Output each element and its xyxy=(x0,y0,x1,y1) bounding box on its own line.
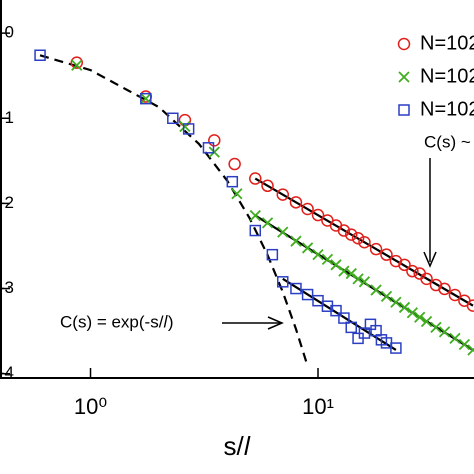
plot-area xyxy=(34,49,474,367)
point xyxy=(448,288,462,302)
point xyxy=(398,301,411,314)
y-tick-label: -3 xyxy=(0,278,14,297)
point xyxy=(449,332,461,344)
legend-marker xyxy=(398,71,410,83)
point xyxy=(438,282,451,296)
point xyxy=(34,49,46,61)
y-tick-label: 0 xyxy=(5,23,14,42)
point xyxy=(420,315,433,328)
annotation: C(s) ~ 1/s xyxy=(424,132,474,151)
annotation: C(s) = exp(-s/𝑙) xyxy=(60,312,174,331)
point xyxy=(301,288,314,301)
point xyxy=(71,59,83,71)
point xyxy=(261,217,274,229)
point xyxy=(228,157,241,171)
point xyxy=(231,188,243,200)
annotation-arrow-head xyxy=(267,316,284,330)
point xyxy=(351,231,365,245)
point xyxy=(430,321,442,334)
point xyxy=(390,342,402,354)
point xyxy=(249,209,261,222)
legend-label: N=102 xyxy=(420,65,474,87)
point xyxy=(321,253,334,266)
point xyxy=(352,273,364,285)
point xyxy=(70,56,84,69)
point xyxy=(182,123,195,135)
point xyxy=(406,307,419,319)
point xyxy=(208,134,221,147)
legend-marker xyxy=(398,104,410,116)
legend-label: N=102 xyxy=(420,98,474,120)
point xyxy=(311,208,325,222)
point xyxy=(266,248,279,261)
point xyxy=(458,338,471,351)
point xyxy=(202,142,215,154)
y-tick-label: -1 xyxy=(0,108,14,127)
point xyxy=(289,196,303,209)
point xyxy=(337,224,351,237)
point xyxy=(406,264,419,278)
point xyxy=(330,304,342,317)
point xyxy=(140,92,152,105)
point xyxy=(249,172,262,185)
x-tick-label: 10¹ xyxy=(302,394,334,419)
fit-line xyxy=(39,54,309,367)
point xyxy=(338,265,350,277)
point xyxy=(338,312,350,324)
point xyxy=(301,202,314,216)
y-tick-label: -4 xyxy=(0,363,14,382)
point xyxy=(358,235,371,249)
point xyxy=(344,228,358,241)
legend-label: N=102 xyxy=(420,32,474,54)
point xyxy=(226,175,239,188)
point xyxy=(277,226,289,238)
point xyxy=(358,327,371,339)
point xyxy=(208,146,220,158)
point xyxy=(390,296,402,308)
point xyxy=(414,311,426,323)
point xyxy=(467,344,474,356)
point xyxy=(290,235,302,247)
x-tick-label: 10⁰ xyxy=(74,394,107,419)
point xyxy=(330,259,342,271)
point xyxy=(358,276,371,288)
point xyxy=(249,224,262,237)
point xyxy=(167,112,179,125)
point xyxy=(420,272,433,286)
point xyxy=(466,299,474,312)
point xyxy=(438,326,451,338)
x-axis-label: s/𝑙 xyxy=(224,431,251,461)
point xyxy=(312,249,324,261)
point xyxy=(277,276,289,288)
point xyxy=(290,282,302,295)
point xyxy=(139,90,153,103)
point xyxy=(380,290,393,302)
point xyxy=(276,188,290,201)
point xyxy=(369,242,383,256)
point xyxy=(370,284,382,296)
legend-marker xyxy=(397,37,411,51)
point xyxy=(140,93,152,105)
point xyxy=(345,321,357,334)
point xyxy=(398,258,411,272)
point xyxy=(345,267,357,280)
point xyxy=(301,242,314,254)
point xyxy=(380,248,393,261)
y-tick-label: -2 xyxy=(0,193,14,212)
point xyxy=(261,179,274,193)
annotation-arrow-head xyxy=(423,251,437,268)
